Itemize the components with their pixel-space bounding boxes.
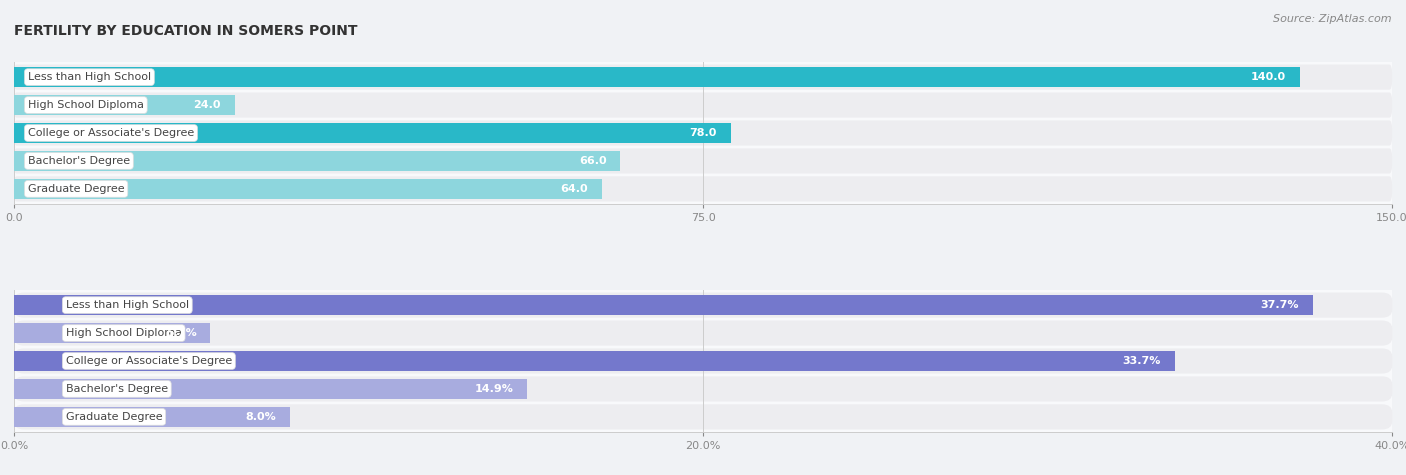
FancyBboxPatch shape [14,65,1392,90]
Bar [14,67,1301,87]
Text: Bachelor's Degree: Bachelor's Degree [66,384,167,394]
Bar [14,407,290,427]
FancyBboxPatch shape [14,349,1392,373]
FancyBboxPatch shape [14,321,1392,346]
Bar [14,151,620,171]
Text: College or Associate's Degree: College or Associate's Degree [66,356,232,366]
Text: 66.0: 66.0 [579,156,606,166]
Bar [14,295,1313,315]
Text: 78.0: 78.0 [689,128,717,138]
Text: FERTILITY BY EDUCATION IN SOMERS POINT: FERTILITY BY EDUCATION IN SOMERS POINT [14,24,357,38]
Bar [14,123,731,143]
Text: 64.0: 64.0 [561,184,588,194]
FancyBboxPatch shape [14,121,1392,145]
Text: Less than High School: Less than High School [28,72,150,82]
FancyBboxPatch shape [14,93,1392,118]
Bar [14,379,527,399]
Bar [14,179,602,199]
Text: Source: ZipAtlas.com: Source: ZipAtlas.com [1274,14,1392,24]
Text: Bachelor's Degree: Bachelor's Degree [28,156,129,166]
FancyBboxPatch shape [14,376,1392,401]
Text: Less than High School: Less than High School [66,300,188,310]
Text: Graduate Degree: Graduate Degree [28,184,125,194]
FancyBboxPatch shape [14,404,1392,429]
Text: 14.9%: 14.9% [475,384,513,394]
Text: 140.0: 140.0 [1251,72,1286,82]
Bar [14,351,1175,371]
Text: 24.0: 24.0 [193,100,221,110]
Text: 37.7%: 37.7% [1260,300,1299,310]
Bar [14,323,211,343]
Bar [14,95,235,115]
FancyBboxPatch shape [14,148,1392,173]
Text: 8.0%: 8.0% [245,412,276,422]
Text: 33.7%: 33.7% [1123,356,1161,366]
Text: High School Diploma: High School Diploma [66,328,181,338]
Text: High School Diploma: High School Diploma [28,100,143,110]
FancyBboxPatch shape [14,293,1392,318]
FancyBboxPatch shape [14,176,1392,201]
Text: College or Associate's Degree: College or Associate's Degree [28,128,194,138]
Text: 5.7%: 5.7% [166,328,197,338]
Text: Graduate Degree: Graduate Degree [66,412,162,422]
